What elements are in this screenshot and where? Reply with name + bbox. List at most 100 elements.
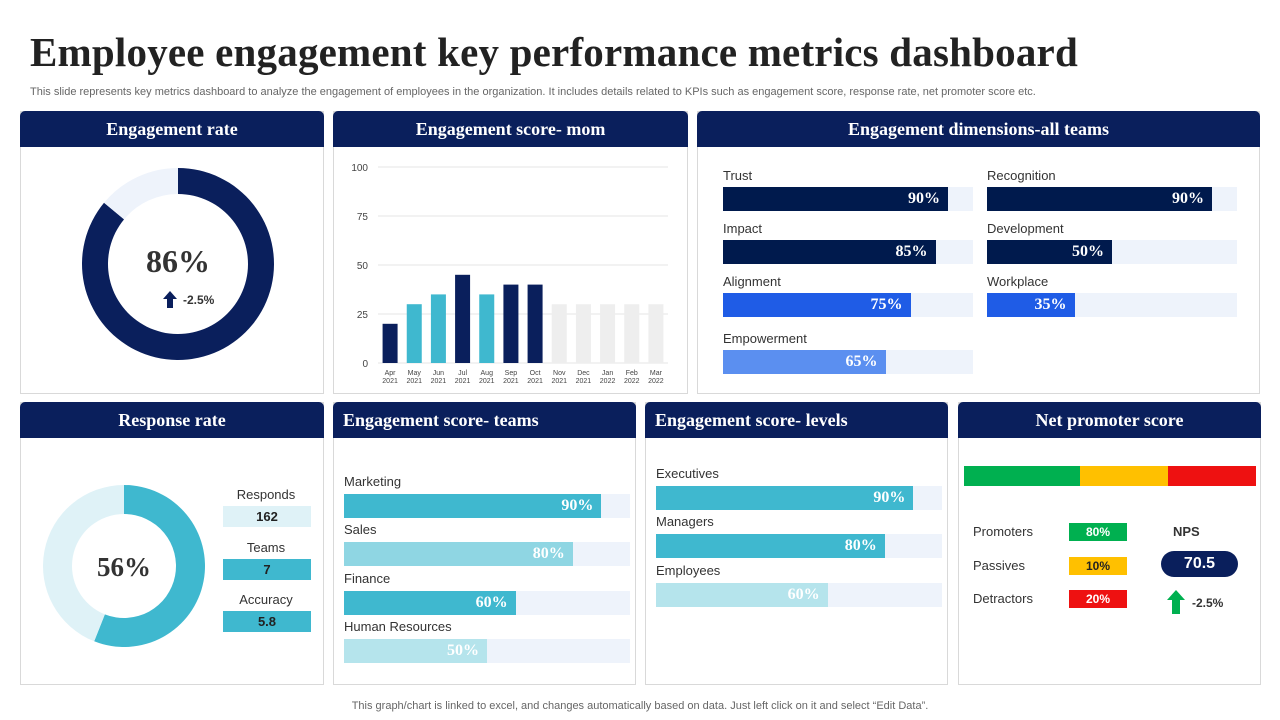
x-tick-year: 2022 [624, 378, 640, 385]
nps-row-label: Passives [973, 558, 1026, 573]
x-tick-year: 2021 [527, 378, 543, 385]
mom-bar[interactable] [624, 304, 640, 363]
engagement-rate-change: -2.5% [183, 293, 215, 307]
response-rate-panel: Response rate 56% Responds 162 Teams 7 Accur… [20, 402, 324, 685]
bar-label: Alignment [723, 274, 781, 289]
donut-slice-remaining[interactable] [43, 485, 124, 642]
dimension-bar[interactable]: 35% [987, 293, 1075, 317]
nps-row-value: 20% [1069, 590, 1127, 608]
bar-value: 60% [475, 594, 508, 611]
x-tick-month: Mar [650, 370, 663, 377]
bar-track: 90% [987, 187, 1237, 211]
bar-track: 90% [656, 486, 942, 510]
mom-bar[interactable] [455, 274, 471, 363]
team-bar[interactable]: 90% [344, 494, 602, 518]
team-bar[interactable]: 50% [344, 639, 487, 663]
x-tick-year: 2021 [455, 378, 471, 385]
mom-bar[interactable] [575, 304, 591, 363]
bar-track: 75% [723, 293, 973, 317]
response-rate-donut[interactable]: 56% [21, 438, 221, 684]
mom-bar[interactable] [648, 304, 664, 363]
engagement-score-mom-chart[interactable]: 0255075100Apr2021May2021Jun2021Jul2021Au… [334, 147, 689, 393]
x-tick-month: Jan [602, 370, 613, 377]
bar-value: 65% [845, 353, 878, 370]
engagement-score-levels-header: Engagement score- levels [645, 402, 948, 438]
dimension-bar[interactable]: 90% [723, 187, 948, 211]
nps-scale-segment [964, 466, 1080, 486]
level-bar[interactable]: 90% [656, 486, 914, 510]
engagement-rate-value: 86% [146, 243, 210, 279]
y-tick-label: 75 [357, 212, 369, 223]
mom-bar[interactable] [479, 294, 495, 363]
level-bar[interactable]: 60% [656, 583, 828, 607]
nps-row-value: 80% [1069, 523, 1127, 541]
bar-value: 35% [1034, 296, 1067, 313]
donut-slice-responded[interactable] [94, 485, 206, 647]
nps-value-badge: 70.5 [1161, 551, 1238, 577]
page-title: Employee engagement key performance metr… [30, 29, 1078, 75]
bar-value: 90% [908, 190, 940, 207]
engagement-score-mom-panel: Engagement score- mom 0 25 50 75 100 Apr 2021 M… [333, 111, 688, 394]
bar-label: Marketing [344, 474, 402, 489]
bar-value: 60% [787, 586, 820, 603]
bar-value: 80% [844, 537, 877, 554]
dimension-bar[interactable]: 90% [987, 187, 1212, 211]
nps-row-label: Promoters [973, 524, 1033, 539]
mom-bar[interactable] [600, 304, 616, 363]
bar-value: 50% [1072, 243, 1104, 260]
bar-label: Impact [723, 221, 763, 236]
nps-scale-segment [1080, 466, 1168, 486]
dimension-bar[interactable]: 85% [723, 240, 936, 264]
bar-label: Development [987, 221, 1064, 236]
team-bar[interactable]: 80% [344, 542, 573, 566]
dimension-bar[interactable]: 65% [723, 350, 886, 374]
level-bar[interactable]: 80% [656, 534, 885, 558]
x-tick-month: Jun [433, 370, 444, 377]
bar-value: 85% [895, 243, 928, 260]
mom-bar[interactable] [406, 304, 422, 363]
bar-value: 90% [561, 497, 594, 514]
engagement-rate-panel: Engagement rate 86% -2.5% [20, 111, 324, 394]
x-tick-month: Aug [481, 370, 494, 377]
mom-bar[interactable] [382, 323, 398, 363]
bar-track: 60% [344, 591, 630, 615]
mom-bar[interactable] [430, 294, 446, 363]
bar-value: 90% [873, 489, 906, 506]
nps-label: NPS [1173, 524, 1200, 539]
x-tick-year: 2021 [382, 378, 398, 385]
x-tick-month: Apr [385, 370, 397, 377]
mom-bar[interactable] [527, 284, 543, 363]
engagement-rate-donut[interactable]: 86% -2.5% [21, 147, 325, 393]
stat-value: 5.8 [223, 611, 311, 632]
x-tick-month: Feb [626, 370, 638, 377]
stat-label: Responds [236, 487, 296, 502]
team-bar[interactable]: 60% [344, 591, 516, 615]
dimension-bar[interactable]: 75% [723, 293, 911, 317]
bar-label: Empowerment [723, 331, 807, 346]
bar-label: Managers [656, 514, 714, 529]
donut-slice-remaining[interactable] [104, 168, 178, 220]
engagement-score-teams-panel: Engagement score- teams Marketing 90% Sale… [333, 402, 636, 685]
bar-label: Employees [656, 563, 721, 578]
x-tick-year: 2021 [551, 378, 567, 385]
engagement-rate-header: Engagement rate [20, 111, 324, 147]
bar-value: 90% [1172, 190, 1204, 207]
bar-track: 80% [656, 534, 942, 558]
nps-scale-segment [1168, 466, 1256, 486]
stat-value: 7 [223, 559, 311, 580]
mom-bar[interactable] [503, 284, 519, 363]
mom-bar[interactable] [551, 304, 567, 363]
dimension-bar[interactable]: 50% [987, 240, 1112, 264]
x-tick-year: 2022 [648, 378, 664, 385]
x-tick-year: 2021 [576, 378, 592, 385]
x-tick-month: Jul [458, 370, 467, 377]
x-tick-year: 2022 [600, 378, 616, 385]
bar-label: Finance [344, 571, 391, 586]
bar-track: 90% [723, 187, 973, 211]
engagement-score-teams-header: Engagement score- teams [333, 402, 636, 438]
bar-track: 85% [723, 240, 973, 264]
bar-label: Executives [656, 466, 719, 481]
engagement-dimensions-header: Engagement dimensions-all teams [697, 111, 1260, 147]
net-promoter-score-header: Net promoter score [958, 402, 1261, 438]
bar-label: Trust [723, 168, 753, 183]
